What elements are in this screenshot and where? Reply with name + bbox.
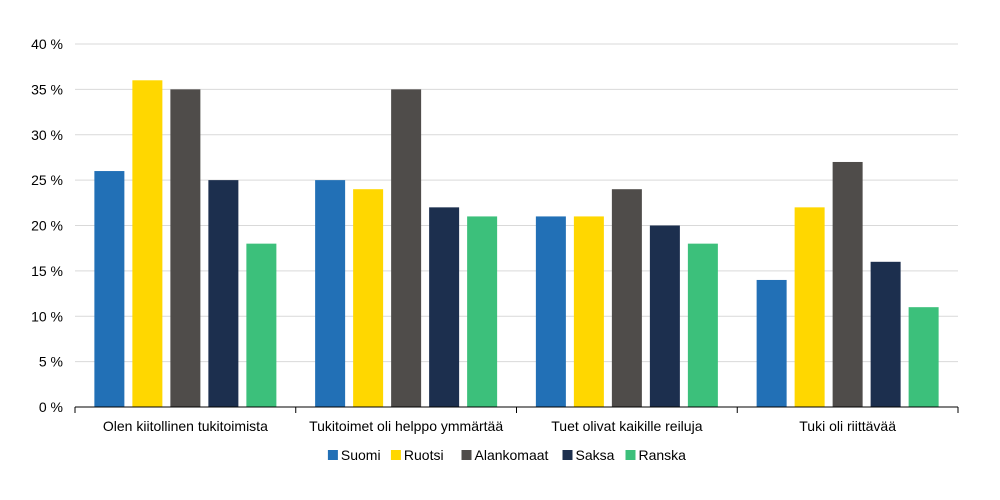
y-tick-label: 40 %: [31, 36, 63, 52]
bar-saksa-1: [208, 180, 239, 407]
category-label: Tuki oli riittävää: [799, 418, 896, 434]
category-labels: Olen kiitollinen tukitoimista Tukitoimet …: [103, 418, 896, 434]
y-tick-label: 10 %: [31, 308, 63, 324]
y-tick-label: 5 %: [39, 354, 63, 370]
bar-alankomaat-1: [170, 89, 201, 407]
y-tick-label: 25 %: [31, 172, 63, 188]
bar-ruotsi-4: [794, 207, 825, 407]
bar-suomi-1: [94, 171, 125, 407]
y-axis-tick-labels: 0 % 5 % 10 % 15 % 20 % 25 % 30 % 35 % 40 %: [31, 36, 63, 415]
legend-label-ruotsi: Ruotsi: [404, 447, 444, 463]
y-tick-label: 35 %: [31, 81, 63, 97]
category-label: Olen kiitollinen tukitoimista: [103, 418, 268, 434]
bar-suomi-4: [756, 279, 787, 407]
bar-ruotsi-2: [353, 189, 384, 407]
legend-label-alankomaat: Alankomaat: [475, 447, 549, 463]
y-tick-label: 0 %: [39, 399, 63, 415]
bar-ruotsi-3: [573, 216, 604, 407]
legend-swatch-ruotsi: [390, 450, 401, 460]
legend-label-saksa: Saksa: [576, 447, 615, 463]
bar-saksa-3: [649, 225, 680, 407]
bar-alankomaat-2: [391, 89, 422, 407]
y-tick-label: 20 %: [31, 218, 63, 234]
bar-saksa-2: [429, 207, 460, 407]
legend-swatch-ranska: [625, 450, 636, 460]
category-label: Tuet olivat kaikille reiluja: [551, 418, 702, 434]
bar-ranska-4: [908, 307, 939, 407]
x-axis-ticks: [74, 407, 959, 413]
legend-swatch-suomi: [327, 450, 338, 460]
legend-label-ranska: Ranska: [639, 447, 687, 463]
legend-swatch-saksa: [562, 450, 573, 460]
bars: [94, 80, 939, 408]
gridlines: [75, 43, 958, 363]
legend-label-suomi: Suomi: [341, 447, 381, 463]
bar-ranska-3: [687, 243, 718, 407]
bar-ruotsi-1: [132, 80, 163, 408]
bar-ranska-1: [246, 243, 277, 407]
bar-alankomaat-3: [611, 189, 642, 407]
bar-saksa-4: [870, 261, 901, 407]
bar-ranska-2: [467, 216, 498, 407]
legend-swatch-alankomaat: [461, 450, 472, 460]
y-tick-label: 15 %: [31, 263, 63, 279]
bar-suomi-2: [315, 180, 346, 407]
category-label: Tukitoimet oli helppo ymmärtää: [309, 418, 503, 434]
bar-alankomaat-4: [832, 161, 863, 407]
bar-suomi-3: [535, 216, 566, 407]
y-tick-label: 30 %: [31, 127, 63, 143]
legend: Suomi Ruotsi Alankomaat Saksa Ranska: [327, 447, 687, 463]
